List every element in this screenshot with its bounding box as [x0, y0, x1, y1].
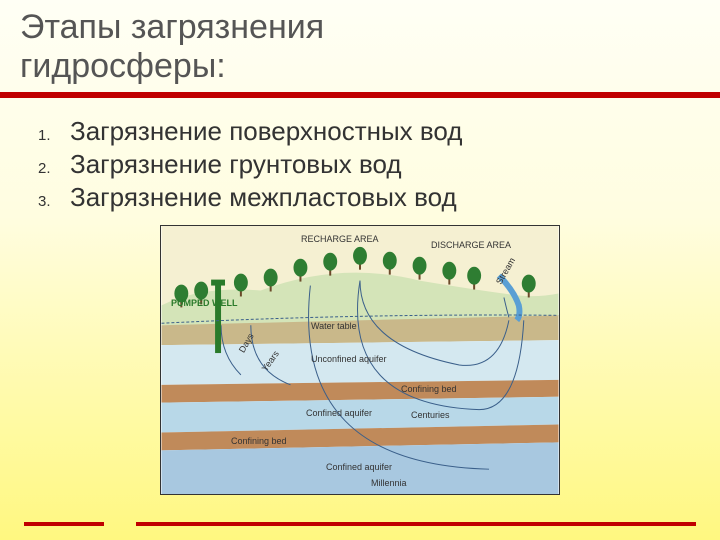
footer-line-right	[136, 522, 696, 526]
list-number: 3.	[38, 193, 70, 210]
label-confining-bed-2: Confining bed	[231, 436, 287, 446]
label-millennia: Millennia	[371, 478, 407, 488]
page-title: Этапы загрязнения гидросферы:	[0, 0, 720, 88]
label-pumped-well: PUMPED WELL	[171, 298, 238, 308]
label-discharge-area: DISCHARGE AREA	[431, 240, 511, 250]
list-number: 2.	[38, 160, 70, 177]
list-text: Загрязнение грунтовых вод	[70, 149, 402, 180]
label-centuries: Centuries	[411, 410, 450, 420]
list-text: Загрязнение межпластовых вод	[70, 182, 457, 213]
title-line-2: гидросферы:	[20, 47, 226, 85]
title-line-1: Этапы загрязнения	[20, 8, 324, 46]
label-confined-aquifer-2: Confined aquifer	[326, 462, 392, 472]
list-item: 3. Загрязнение межпластовых вод	[38, 182, 690, 213]
pumped-well	[215, 284, 221, 353]
list-item: 2. Загрязнение грунтовых вод	[38, 149, 690, 180]
ordered-list: 1. Загрязнение поверхностных вод 2. Загр…	[0, 116, 720, 213]
label-confining-bed-1: Confining bed	[401, 384, 457, 394]
label-confined-aquifer-1: Confined aquifer	[306, 408, 372, 418]
title-underline	[0, 92, 720, 98]
list-item: 1. Загрязнение поверхностных вод	[38, 116, 690, 147]
label-recharge-area: RECHARGE AREA	[301, 234, 379, 244]
label-unconfined-aquifer: Unconfined aquifer	[311, 354, 387, 364]
aquifer-diagram: RECHARGE AREA DISCHARGE AREA PUMPED WELL…	[160, 225, 560, 495]
label-water-table: Water table	[311, 321, 357, 331]
footer-line-left	[24, 522, 104, 526]
list-text: Загрязнение поверхностных вод	[70, 116, 462, 147]
list-number: 1.	[38, 127, 70, 144]
well-cap	[211, 280, 225, 286]
